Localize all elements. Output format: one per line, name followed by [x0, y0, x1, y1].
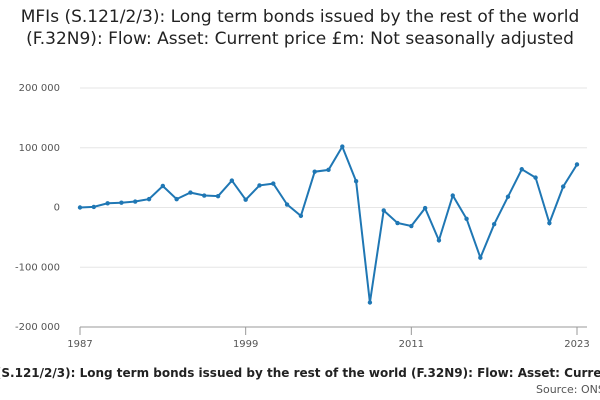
axes: [79, 327, 578, 335]
data-point: [312, 169, 317, 174]
gridlines: [80, 87, 587, 328]
data-point: [491, 222, 497, 227]
x-tick-label: 2011: [399, 339, 424, 350]
x-axis-tick-labels: 1987 1999 2011 2023: [67, 339, 589, 350]
y-tick-label: -200 000: [15, 322, 60, 333]
legend: MFIs (S.121/2/3): Long term bonds issued…: [0, 366, 600, 380]
y-tick-label: 100 000: [19, 143, 60, 154]
data-point: [367, 300, 373, 305]
data-point: [574, 162, 580, 167]
data-point: [547, 220, 552, 226]
data-point: [202, 193, 207, 198]
data-point: [353, 179, 359, 184]
data-point: [340, 144, 345, 149]
data-point: [146, 196, 152, 202]
data-point: [229, 178, 235, 183]
legend-label: MFIs (S.121/2/3): Long term bonds issued…: [0, 366, 600, 380]
x-tick-label: 1999: [233, 339, 258, 350]
chart-title: MFIs (S.121/2/3): Long term bonds issued…: [20, 7, 580, 49]
y-axis-tick-labels: 200 000 100 000 0 -100 000 -200 000: [15, 83, 60, 333]
data-point: [505, 194, 511, 199]
data-point: [91, 204, 97, 210]
data-point: [119, 200, 124, 205]
data-point: [215, 193, 221, 199]
data-point: [105, 201, 110, 206]
data-point: [243, 197, 248, 202]
data-point: [533, 175, 538, 180]
data-point: [409, 223, 414, 229]
data-point: [450, 193, 455, 198]
data-point: [560, 184, 566, 189]
data-point: [133, 199, 138, 204]
y-tick-label: -100 000: [15, 262, 60, 273]
data-point: [381, 208, 386, 213]
data-point: [478, 255, 483, 260]
data-point: [77, 205, 83, 210]
y-tick-label: 0: [54, 203, 60, 214]
source-label: Source: ONS: [536, 383, 600, 396]
x-tick-label: 2023: [564, 339, 589, 350]
data-point: [464, 216, 469, 222]
series-points: [77, 144, 580, 305]
x-tick-label: 1987: [67, 339, 92, 350]
data-point: [395, 220, 400, 226]
data-point: [284, 202, 290, 207]
data-point: [326, 167, 331, 173]
data-point: [298, 213, 304, 219]
data-point: [422, 205, 428, 211]
data-point: [160, 183, 166, 189]
data-point: [271, 181, 276, 186]
data-point: [436, 238, 442, 243]
data-point: [174, 196, 179, 202]
y-tick-label: 200 000: [19, 83, 60, 94]
data-point: [519, 167, 524, 172]
data-point: [188, 190, 193, 195]
data-point: [257, 183, 262, 188]
